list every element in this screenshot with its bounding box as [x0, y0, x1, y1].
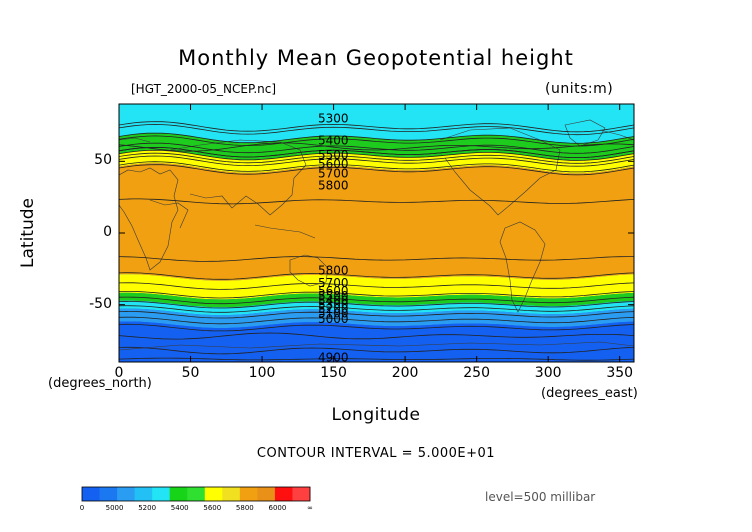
contour-5700b-north	[119, 152, 634, 164]
x-tick-label-300: 300	[534, 365, 562, 381]
colorbar-label-0: 0	[79, 504, 85, 512]
colorbar	[81, 486, 311, 502]
contour-5000-south	[119, 323, 634, 332]
colorbar-swatch-7	[204, 487, 223, 501]
x-tick-label-0: 0	[114, 365, 124, 381]
colorbar-label-2: 5200	[138, 504, 157, 512]
y-tick-label--50: -50	[89, 295, 112, 312]
colorbar-label-1: 5000	[105, 504, 124, 512]
colorbar-label-5: 5800	[235, 504, 254, 512]
band-5800-6000	[119, 163, 634, 281]
contour-label-north-5700: 5700	[318, 167, 349, 181]
x-axis-label: Longitude	[0, 405, 752, 425]
contour-5800-south	[119, 272, 634, 280]
colorbar-swatch-0	[82, 487, 101, 501]
y-axis-label: Latitude	[18, 198, 38, 268]
colorbar-label-4: 5600	[203, 504, 222, 512]
colorbar-swatch-2	[117, 487, 136, 501]
axis-ticks	[118, 104, 634, 362]
colorbar-swatch-11	[274, 487, 293, 501]
contour-label-north-5300: 5300	[318, 111, 349, 125]
colorbar-label-7: ∞	[307, 504, 313, 512]
chart-title: Monthly Mean Geopotential height	[178, 46, 574, 70]
x-tick-label-100: 100	[248, 365, 276, 381]
colorbar-label-6: 6000	[268, 504, 287, 512]
contour-5600b-north	[119, 146, 634, 159]
colorbar-label-3: 5400	[170, 504, 189, 512]
contour-5200-south	[119, 310, 634, 319]
colorbar-swatch-10	[257, 487, 276, 501]
contour-label-north-5400: 5400	[318, 134, 349, 148]
colorbar-swatch-6	[187, 487, 206, 501]
contour-eq1-north	[119, 198, 634, 205]
x-unit-label: (degrees_east)	[541, 386, 638, 401]
y-tick-label-0: 0	[103, 224, 112, 240]
contour-label-north-5600: 5600	[318, 157, 349, 171]
coastlines	[119, 119, 634, 351]
contour-4900-south	[119, 346, 634, 355]
contour-5600-north	[119, 149, 634, 161]
colorbar-swatch-9	[239, 487, 258, 501]
band-5400-5600-south	[119, 292, 634, 308]
band-5400-5600-north	[119, 133, 634, 161]
file-label: [HGT_2000-05_NCEP.nc]	[131, 82, 277, 96]
x-tick-label-50: 50	[181, 365, 200, 381]
contour-lines	[119, 121, 634, 361]
y-unit-label: (degrees_north)	[48, 376, 152, 391]
contour-5800-north	[119, 164, 634, 176]
contour-label-south-5100: 5100	[318, 306, 349, 320]
x-tick-label-350: 350	[606, 365, 634, 381]
contour-label-south-5600: 5600	[318, 284, 349, 298]
contour-5800b-north	[119, 161, 634, 173]
x-axis-label-text: Longitude	[331, 405, 421, 425]
contour-label-south-5800: 5800	[318, 263, 349, 277]
contour-5400-north	[119, 135, 634, 147]
band-below-5000-south	[119, 321, 634, 362]
contour-5600-south	[119, 291, 634, 299]
contour-5400b-north	[119, 132, 634, 144]
contour-5300-south	[119, 305, 634, 313]
contour-5700-north	[119, 155, 634, 167]
contour-label-north-5500: 5500	[318, 148, 349, 162]
contour-5300b-north	[119, 121, 634, 133]
colorbar-swatch-5	[169, 487, 188, 501]
contour-label-south-5500: 5500	[318, 289, 349, 303]
contour-labels: 5300540055005600570058005800570056005500…	[318, 111, 349, 362]
contour-label-south-5300: 5300	[318, 298, 349, 312]
contour-label-south-5400: 5400	[318, 293, 349, 307]
contour-label-south-5000: 5000	[318, 312, 349, 326]
contour-field: 5300540055005600570058005800570056005500…	[119, 104, 634, 362]
colorbar-frame	[81, 486, 311, 502]
contour-interval-label: CONTOUR INTERVAL = 5.000E+01	[256, 446, 496, 461]
colorbar-swatch-4	[152, 487, 171, 501]
contour-label-south-5200: 5200	[318, 302, 349, 316]
colorbar-swatch-3	[134, 487, 153, 501]
contour-x1-north	[119, 142, 634, 152]
contour-eq2-south	[119, 256, 634, 262]
contour-5400-south	[119, 300, 634, 309]
colorbar-swatch-8	[222, 487, 241, 501]
contour-5700-south	[119, 282, 634, 290]
contour-5500-north	[119, 142, 634, 154]
contour-5100-south	[119, 316, 634, 325]
y-tick-label-50: 50	[94, 152, 112, 169]
x-tick-label-250: 250	[463, 365, 490, 381]
band-5200-5400-north	[119, 104, 634, 144]
colorbar-swatch-1	[99, 487, 118, 501]
band-5000-5200-south	[119, 308, 634, 329]
level-label: level=500 millibar	[485, 490, 596, 504]
x-tick-label-200: 200	[391, 365, 419, 381]
x-tick-label-150: 150	[320, 365, 347, 381]
contour-x2-south	[119, 332, 634, 340]
contour-5300-north	[119, 124, 634, 136]
contour-label-south-5700: 5700	[318, 276, 349, 290]
colorbar-swatch-12	[292, 487, 311, 501]
contour-label-north-5800: 5800	[318, 179, 349, 193]
contour-5500-south	[119, 296, 634, 305]
units-label: (units:m)	[545, 81, 614, 97]
